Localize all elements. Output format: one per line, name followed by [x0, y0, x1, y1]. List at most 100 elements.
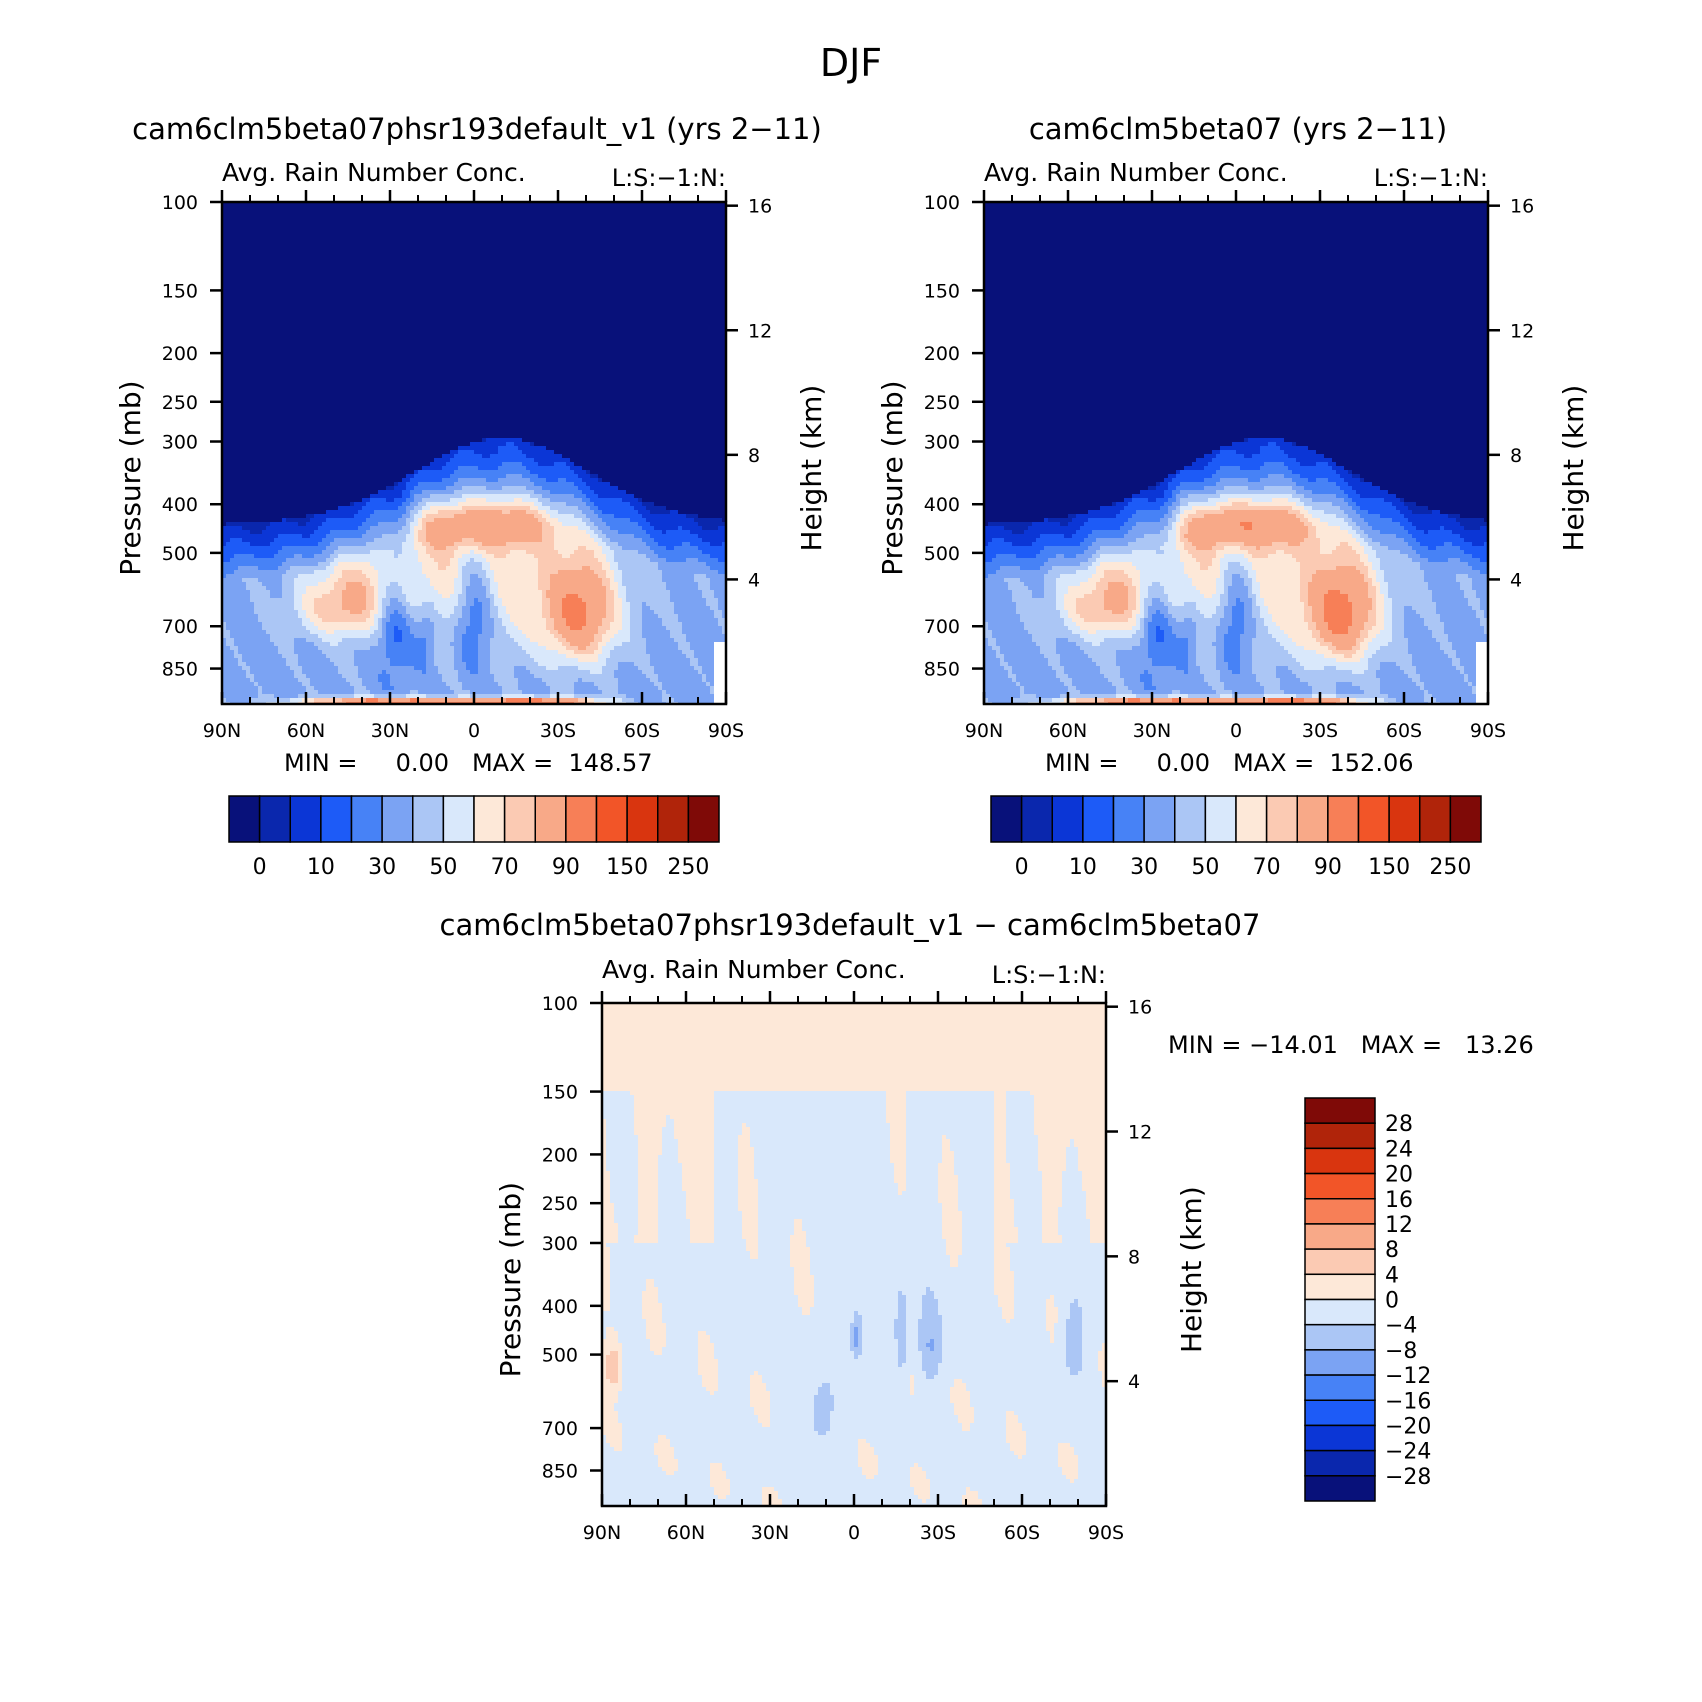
contour-cell-0 [318, 646, 371, 651]
contour-cell-2 [898, 1303, 907, 1308]
contour-cell-1 [1368, 570, 1377, 575]
contour-cell-1 [1140, 622, 1145, 627]
panel-1-min-max: MIN = 0.00 MAX = 148.57 [284, 749, 652, 777]
contour-cell-1 [984, 354, 1489, 359]
contour-cell-1 [1308, 446, 1489, 451]
y-tick-label: 200 [162, 343, 198, 365]
contour-cell-0 [586, 522, 595, 527]
contour-cell-0 [434, 558, 451, 563]
contour-cell-0 [350, 610, 363, 615]
contour-cell-1 [984, 266, 1489, 271]
contour-cell-2 [810, 1307, 899, 1312]
contour-cell-2 [614, 1403, 751, 1408]
contour-cell-2 [710, 1483, 731, 1488]
contour-cell-2 [942, 1151, 955, 1156]
contour-cell-1 [1436, 610, 1477, 615]
contour-cell-2 [686, 1211, 715, 1216]
panel-3-subtitle: Avg. Rain Number Conc. [602, 955, 906, 984]
contour-cell-2 [814, 1275, 995, 1280]
contour-cell-1 [1356, 502, 1393, 507]
contour-cell-1 [1092, 530, 1129, 535]
contour-cell-0 [222, 354, 727, 359]
contour-cell-1 [1212, 450, 1221, 455]
contour-cell-2 [602, 1007, 1107, 1012]
contour-cell-0 [506, 610, 543, 615]
contour-cell-1 [1064, 606, 1077, 611]
contour-cell-1 [1124, 582, 1133, 587]
contour-cell-0 [582, 566, 591, 571]
contour-cell-1 [1252, 554, 1269, 559]
contour-cell-2 [994, 1239, 1019, 1244]
contour-cell-0 [578, 506, 591, 511]
contour-cell-1 [984, 646, 993, 651]
contour-cell-0 [722, 614, 727, 619]
contour-cell-1 [1288, 666, 1305, 671]
contour-cell-1 [1228, 586, 1249, 591]
contour-cell-0 [426, 502, 459, 507]
contour-cell-1 [1356, 522, 1369, 527]
contour-cell-2 [810, 1271, 995, 1276]
contour-cell-2 [1054, 1303, 1071, 1308]
contour-cell-2 [682, 1183, 715, 1188]
contour-cell-2 [906, 1323, 919, 1328]
contour-cell-0 [366, 686, 383, 691]
contour-cell-1 [1324, 638, 1357, 643]
contour-cell-0 [294, 638, 307, 643]
contour-cell-1 [984, 246, 1489, 251]
contour-cell-0 [362, 498, 371, 503]
contour-cell-1 [1144, 622, 1149, 627]
contour-cell-2 [678, 1459, 859, 1464]
x-tick-label: 90N [203, 720, 241, 742]
contour-cell-1 [1132, 610, 1141, 615]
contour-cell-2 [750, 1383, 767, 1388]
contour-cell-2 [942, 1235, 963, 1240]
contour-cell-1 [1332, 650, 1357, 655]
contour-cell-1 [1228, 630, 1245, 635]
contour-cell-0 [482, 542, 507, 547]
contour-cell-1 [1172, 602, 1185, 607]
contour-cell-0 [698, 582, 711, 587]
contour-cell-1 [1392, 622, 1405, 627]
contour-cell-0 [334, 662, 355, 667]
contour-cell-1 [1068, 522, 1085, 527]
contour-cell-2 [602, 1079, 1107, 1084]
contour-cell-0 [378, 522, 407, 527]
contour-cell-0 [410, 522, 419, 527]
contour-cell-2 [1082, 1331, 1107, 1336]
contour-cell-1 [1164, 514, 1173, 519]
contour-cell-0 [594, 554, 607, 559]
contour-cell-0 [314, 570, 335, 575]
contour-cell-1 [1448, 514, 1461, 519]
contour-cell-1 [1376, 634, 1393, 639]
contour-cell-0 [402, 602, 411, 607]
contour-cell-1 [1020, 618, 1065, 623]
contour-cell-1 [1384, 626, 1393, 631]
contour-cell-0 [442, 466, 459, 471]
x-tick-label: 30S [1302, 720, 1338, 742]
contour-cell-1 [1260, 546, 1321, 551]
contour-cell-0 [674, 602, 707, 607]
colorbar-label: 90 [552, 855, 580, 880]
contour-cell-0 [222, 506, 339, 511]
contour-cell-1 [1212, 474, 1269, 479]
contour-cell-1 [1152, 582, 1161, 587]
contour-cell-1 [1296, 658, 1337, 663]
contour-cell-2 [938, 1199, 959, 1204]
contour-cell-1 [1092, 658, 1117, 663]
contour-cell-2 [746, 1239, 759, 1244]
colorbar-swatch [1143, 795, 1176, 843]
contour-cell-1 [984, 594, 1013, 599]
contour-cell-1 [984, 438, 1245, 443]
contour-cell-2 [1062, 1239, 1091, 1244]
contour-cell-0 [222, 310, 727, 315]
contour-cell-1 [1184, 670, 1189, 675]
contour-cell-2 [938, 1167, 955, 1172]
contour-cell-2 [794, 1291, 815, 1296]
colorbar-label: −4 [1385, 1314, 1417, 1339]
contour-cell-1 [1132, 498, 1149, 503]
contour-cell-1 [1468, 682, 1473, 687]
contour-cell-1 [1364, 546, 1373, 551]
contour-cell-0 [446, 486, 463, 491]
contour-cell-0 [526, 550, 559, 555]
contour-cell-0 [414, 634, 435, 639]
